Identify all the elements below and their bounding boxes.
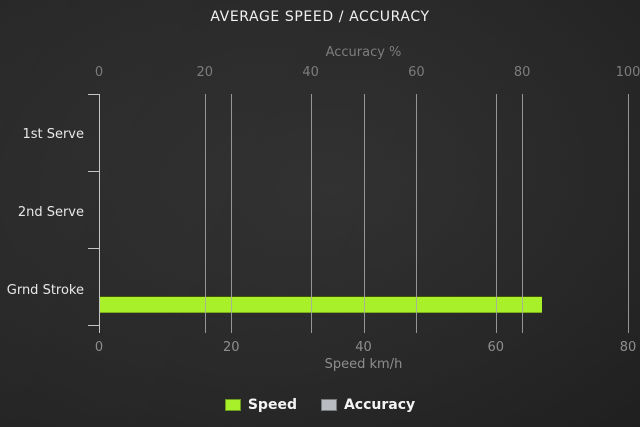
speed-swatch-icon xyxy=(224,399,241,411)
bottom-axis-tick-label: 80 xyxy=(619,340,637,355)
gridline xyxy=(416,94,418,333)
bottom-axis-title: Speed km/h xyxy=(324,357,403,372)
top-axis-tick-label: 0 xyxy=(94,65,104,80)
gridline xyxy=(231,94,233,333)
top-axis-tick-label: 100 xyxy=(615,65,640,80)
speed-bar-grnd-stroke xyxy=(100,296,542,313)
top-axis-tick-label: 40 xyxy=(302,65,319,80)
gridline xyxy=(495,94,497,333)
chart-title: AVERAGE SPEED / ACCURACY xyxy=(210,9,430,25)
bottom-axis-tick-label: 40 xyxy=(355,340,372,355)
bottom-axis-tick-label: 0 xyxy=(94,340,104,355)
legend-item-accuracy: Accuracy xyxy=(320,397,416,413)
category-label-grnd-stroke: Grnd Stroke xyxy=(6,283,84,298)
legend: Speed Accuracy xyxy=(0,397,640,413)
top-axis-tick-label: 20 xyxy=(196,65,214,80)
category-axis-tick xyxy=(88,325,99,326)
category-axis-line xyxy=(99,94,100,333)
legend-label-accuracy: Accuracy xyxy=(343,397,416,413)
legend-label-speed: Speed xyxy=(247,397,297,413)
category-axis-tick xyxy=(88,248,99,249)
gridline xyxy=(204,94,206,333)
category-label-1st-serve: 1st Serve xyxy=(22,127,84,142)
bottom-axis-tick-label: 60 xyxy=(487,340,505,355)
top-axis-tick-label: 80 xyxy=(513,65,531,80)
bottom-axis-tick-label: 20 xyxy=(223,340,240,355)
gridline xyxy=(310,94,312,333)
accuracy-swatch-icon xyxy=(320,399,337,411)
top-axis-tick-label: 60 xyxy=(408,65,425,80)
top-axis-title: Accuracy % xyxy=(325,45,402,60)
category-label-2nd-serve: 2nd Serve xyxy=(17,205,84,220)
gridline xyxy=(628,94,629,333)
gridline xyxy=(522,94,524,333)
category-axis-tick xyxy=(88,94,99,95)
category-axis-tick xyxy=(88,171,99,172)
gridline xyxy=(363,94,365,333)
legend-item-speed: Speed xyxy=(224,397,297,413)
